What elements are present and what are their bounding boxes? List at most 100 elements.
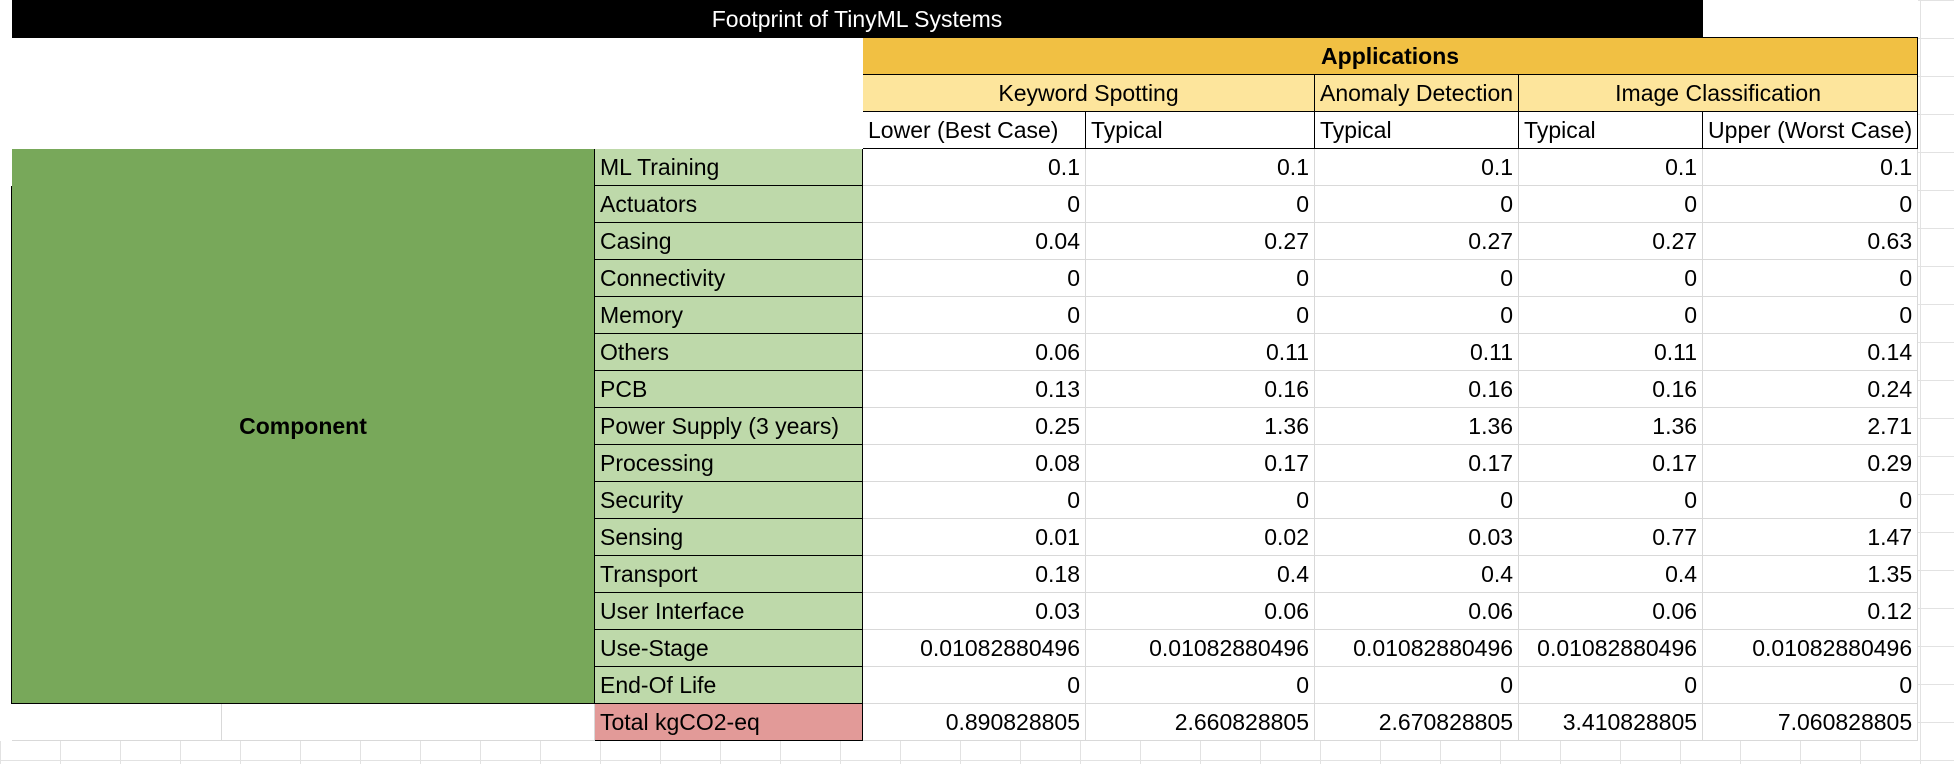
- row-label[interactable]: End-Of Life: [594, 666, 863, 704]
- value-cell[interactable]: 0: [1313, 259, 1520, 297]
- application-header[interactable]: Image Classification: [1518, 74, 1919, 112]
- row-label[interactable]: Transport: [594, 555, 863, 593]
- value-cell[interactable]: 0: [1518, 296, 1704, 334]
- value-cell[interactable]: 0.14: [1702, 333, 1919, 371]
- value-cell[interactable]: 0.25: [862, 407, 1086, 445]
- value-cell[interactable]: 0: [862, 259, 1086, 297]
- value-cell[interactable]: 0.06: [1518, 592, 1704, 630]
- value-cell[interactable]: 0: [1085, 666, 1315, 704]
- value-cell[interactable]: 0.11: [1313, 333, 1520, 371]
- value-cell[interactable]: 0.16: [1518, 370, 1704, 408]
- value-cell[interactable]: 0.11: [1518, 333, 1704, 371]
- value-cell[interactable]: 2.71: [1702, 407, 1919, 445]
- scenario-header[interactable]: Typical: [1518, 111, 1704, 149]
- row-label[interactable]: Processing: [594, 444, 863, 482]
- value-cell[interactable]: 0.13: [862, 370, 1086, 408]
- value-cell[interactable]: 0: [862, 666, 1086, 704]
- value-cell[interactable]: 0: [1313, 666, 1520, 704]
- total-value-cell[interactable]: 3.410828805: [1518, 703, 1704, 741]
- value-cell[interactable]: 0.17: [1313, 444, 1520, 482]
- value-cell[interactable]: 0: [1518, 666, 1704, 704]
- header-blank-label-col[interactable]: [594, 37, 863, 75]
- value-cell[interactable]: 0.29: [1702, 444, 1919, 482]
- value-cell[interactable]: 0.24: [1702, 370, 1919, 408]
- value-cell[interactable]: 0.77: [1518, 518, 1704, 556]
- value-cell[interactable]: 0.12: [1702, 592, 1919, 630]
- value-cell[interactable]: 0.27: [1518, 222, 1704, 260]
- value-cell[interactable]: 0.4: [1518, 555, 1704, 593]
- scenario-header[interactable]: Lower (Best Case): [862, 111, 1086, 149]
- value-cell[interactable]: 0.11: [1085, 333, 1315, 371]
- component-group-label[interactable]: Component: [11, 148, 595, 704]
- value-cell[interactable]: 0: [1518, 481, 1704, 519]
- value-cell[interactable]: 0.03: [862, 592, 1086, 630]
- value-cell[interactable]: 0.16: [1313, 370, 1520, 408]
- total-value-cell[interactable]: 7.060828805: [1702, 703, 1919, 741]
- applications-header[interactable]: Applications: [861, 37, 1919, 75]
- value-cell[interactable]: 0.01082880496: [1702, 629, 1919, 667]
- value-cell[interactable]: 0: [1702, 481, 1919, 519]
- header-blank-label-col[interactable]: [594, 74, 863, 112]
- value-cell[interactable]: 0: [1313, 481, 1520, 519]
- row-label[interactable]: Memory: [594, 296, 863, 334]
- value-cell[interactable]: 0.01082880496: [862, 629, 1086, 667]
- value-cell[interactable]: 0.01: [862, 518, 1086, 556]
- value-cell[interactable]: 0.1: [1702, 148, 1919, 186]
- value-cell[interactable]: 1.36: [1313, 407, 1520, 445]
- value-cell[interactable]: 0.01082880496: [1085, 629, 1315, 667]
- under-component-right[interactable]: [221, 703, 595, 741]
- total-label[interactable]: Total kgCO2-eq: [594, 703, 863, 741]
- value-cell[interactable]: 0.03: [1313, 518, 1520, 556]
- value-cell[interactable]: 0: [1085, 296, 1315, 334]
- value-cell[interactable]: 0.1: [1518, 148, 1704, 186]
- value-cell[interactable]: 0.06: [1313, 592, 1520, 630]
- total-value-cell[interactable]: 2.660828805: [1085, 703, 1315, 741]
- value-cell[interactable]: 0: [1518, 185, 1704, 223]
- value-cell[interactable]: 0.01082880496: [1313, 629, 1520, 667]
- total-value-cell[interactable]: 2.670828805: [1313, 703, 1520, 741]
- value-cell[interactable]: 0: [1313, 296, 1520, 334]
- row-label[interactable]: Security: [594, 481, 863, 519]
- value-cell[interactable]: 0: [1702, 185, 1919, 223]
- total-value-cell[interactable]: 0.890828805: [862, 703, 1086, 741]
- scenario-header[interactable]: Typical: [1085, 111, 1315, 149]
- value-cell[interactable]: 0: [862, 185, 1086, 223]
- row-label[interactable]: Casing: [594, 222, 863, 260]
- value-cell[interactable]: 0.4: [1313, 555, 1520, 593]
- header-blank[interactable]: [11, 37, 595, 149]
- value-cell[interactable]: 0: [1085, 185, 1315, 223]
- scenario-header[interactable]: Upper (Worst Case): [1702, 111, 1919, 149]
- application-header[interactable]: Keyword Spotting: [862, 74, 1315, 112]
- value-cell[interactable]: 0.08: [862, 444, 1086, 482]
- value-cell[interactable]: 0: [1702, 296, 1919, 334]
- row-label[interactable]: Sensing: [594, 518, 863, 556]
- application-header[interactable]: Anomaly Detection: [1313, 74, 1520, 112]
- value-cell[interactable]: 1.36: [1085, 407, 1315, 445]
- value-cell[interactable]: 0.06: [862, 333, 1086, 371]
- value-cell[interactable]: 0: [1702, 259, 1919, 297]
- value-cell[interactable]: 1.36: [1518, 407, 1704, 445]
- value-cell[interactable]: 0.17: [1085, 444, 1315, 482]
- value-cell[interactable]: 0.01082880496: [1518, 629, 1704, 667]
- row-label[interactable]: Actuators: [594, 185, 863, 223]
- table-title[interactable]: Footprint of TinyML Systems: [10, 0, 1704, 38]
- value-cell[interactable]: 1.35: [1702, 555, 1919, 593]
- value-cell[interactable]: 0: [862, 296, 1086, 334]
- value-cell[interactable]: 0: [1702, 666, 1919, 704]
- value-cell[interactable]: 0.04: [862, 222, 1086, 260]
- header-blank-label-col[interactable]: [594, 111, 863, 149]
- value-cell[interactable]: 0: [1518, 259, 1704, 297]
- value-cell[interactable]: 0: [1313, 185, 1520, 223]
- row-label[interactable]: User Interface: [594, 592, 863, 630]
- value-cell[interactable]: 0.02: [1085, 518, 1315, 556]
- row-label[interactable]: ML Training: [594, 148, 863, 186]
- value-cell[interactable]: 0.1: [862, 148, 1086, 186]
- row-label[interactable]: Others: [594, 333, 863, 371]
- under-component-left[interactable]: [11, 703, 222, 741]
- value-cell[interactable]: 0.16: [1085, 370, 1315, 408]
- row-label[interactable]: Use-Stage: [594, 629, 863, 667]
- row-label[interactable]: PCB: [594, 370, 863, 408]
- value-cell[interactable]: 0.06: [1085, 592, 1315, 630]
- value-cell[interactable]: 0: [862, 481, 1086, 519]
- value-cell[interactable]: 0.17: [1518, 444, 1704, 482]
